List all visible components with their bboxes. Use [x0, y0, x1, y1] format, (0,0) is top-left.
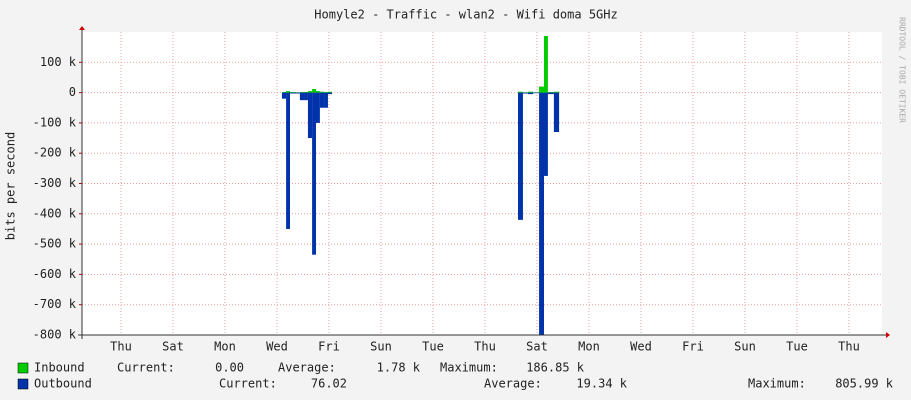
- area-segment: [281, 91, 287, 93]
- area-segment: [518, 91, 523, 93]
- area-segment: [319, 92, 325, 108]
- area-segment: [522, 92, 528, 94]
- x-tick-label: Sat: [526, 340, 548, 354]
- area-segment: [289, 91, 296, 93]
- data-layer: [281, 35, 560, 335]
- legend-label: Outbound: [34, 377, 92, 391]
- y-tick-label: -300 k: [33, 176, 77, 190]
- area-segment: [553, 92, 560, 132]
- area-segment: [312, 92, 316, 255]
- x-tick-label: Mon: [578, 340, 600, 354]
- area-segment: [527, 91, 534, 93]
- area-segment: [304, 92, 308, 101]
- y-tick-label: -600 k: [33, 267, 77, 281]
- legend-label: Inbound: [34, 361, 85, 375]
- area-segment: [527, 92, 534, 95]
- area-segment: [315, 92, 320, 123]
- area-segment: [518, 92, 523, 220]
- legend-stat-label: Average:: [484, 377, 542, 391]
- y-tick-label: -400 k: [33, 206, 77, 220]
- chart-title: Homyle2 - Traffic - wlan2 - Wifi doma 5G…: [314, 8, 617, 22]
- y-tick-label: -200 k: [33, 146, 77, 160]
- area-segment: [539, 92, 545, 335]
- y-tick-label: -100 k: [33, 115, 77, 129]
- legend-stat-label: Maximum:: [440, 361, 498, 375]
- legend-stat-value: 19.34 k: [576, 377, 627, 391]
- y-tick-label: 0: [69, 85, 76, 99]
- legend-stat-value: 1.78 k: [377, 361, 421, 375]
- x-tick-label: Sat: [162, 340, 184, 354]
- x-axis-arrow: [886, 332, 890, 338]
- legend-stat-value: 186.85 k: [526, 361, 585, 375]
- area-segment: [327, 91, 333, 93]
- legend-stat-label: Current:: [117, 361, 175, 375]
- area-segment: [286, 91, 290, 93]
- area-segment: [312, 88, 316, 93]
- area-segment: [307, 92, 313, 139]
- side-text: RRDTOOL / TOBI OETIKER: [898, 17, 907, 123]
- y-axis-arrow: [79, 26, 85, 30]
- x-tick-label: Thu: [838, 340, 860, 354]
- area-segment: [307, 91, 313, 93]
- legend-stat-value: 805.99 k: [835, 377, 894, 391]
- x-tick-label: Mon: [214, 340, 236, 354]
- x-tick-label: Thu: [110, 340, 132, 354]
- x-tick-label: Sun: [370, 340, 392, 354]
- area-segment: [299, 91, 305, 93]
- x-tick-label: Sun: [734, 340, 756, 354]
- area-segment: [547, 92, 554, 95]
- area-segment: [299, 92, 305, 101]
- area-segment: [547, 91, 554, 93]
- legend-swatch: [17, 378, 29, 390]
- x-tick-label: Tue: [786, 340, 808, 354]
- x-tick-label: Wed: [266, 340, 288, 354]
- legend-stat-value: 76.02: [311, 377, 347, 391]
- area-segment: [319, 91, 325, 93]
- y-tick-label: -800 k: [33, 328, 77, 342]
- area-segment: [539, 86, 545, 93]
- y-axis-label: bits per second: [4, 132, 18, 240]
- legend-stat-label: Average:: [278, 361, 336, 375]
- y-tick-label: -500 k: [33, 237, 77, 251]
- area-segment: [315, 91, 320, 93]
- area-segment: [289, 92, 296, 94]
- area-segment: [327, 92, 333, 95]
- area-segment: [544, 92, 548, 176]
- area-segment: [533, 92, 540, 94]
- x-tick-label: Fri: [682, 340, 704, 354]
- area-segment: [281, 92, 287, 99]
- area-segment: [324, 92, 328, 108]
- area-segment: [553, 91, 560, 93]
- area-segment: [324, 91, 328, 93]
- x-tick-label: Fri: [318, 340, 340, 354]
- legend-stat-label: Current:: [219, 377, 277, 391]
- area-segment: [295, 92, 300, 94]
- x-tick-label: Wed: [630, 340, 652, 354]
- legend-stat-label: Maximum:: [748, 377, 806, 391]
- y-tick-label: 100 k: [40, 55, 77, 69]
- y-tick-label: -700 k: [33, 297, 77, 311]
- legend-swatch: [17, 362, 29, 374]
- x-tick-label: Thu: [474, 340, 496, 354]
- area-segment: [304, 91, 308, 93]
- area-segment: [544, 35, 548, 93]
- x-tick-label: Tue: [422, 340, 444, 354]
- area-segment: [286, 92, 290, 229]
- legend-stat-value: 0.00: [215, 361, 244, 375]
